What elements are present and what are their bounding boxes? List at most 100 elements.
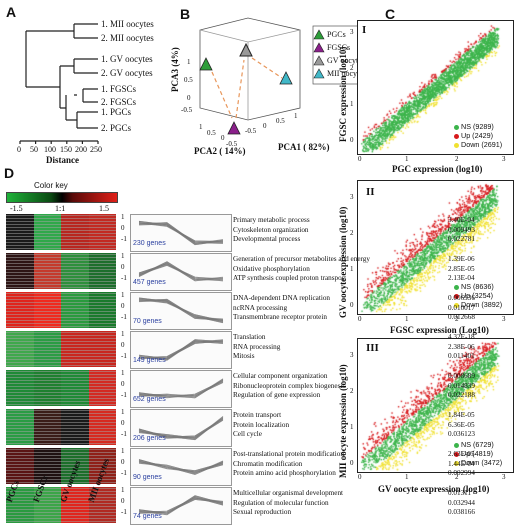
pca-legend-gv: GV oocytes: [327, 56, 365, 65]
go-pvalue: 0.006936: [448, 294, 475, 302]
heatmap-cell: [6, 370, 34, 406]
go-pvalue: 0.009493: [448, 225, 475, 234]
scatter-1-xtick-2: 2: [455, 155, 459, 163]
color-key-bar: [6, 192, 118, 203]
gene-count: 230 genes: [133, 240, 166, 247]
pca-marker-fgscs: [227, 121, 241, 135]
gene-count: 652 genes: [133, 396, 166, 403]
scatter-2-ytick-3: 3: [350, 193, 354, 201]
go-term: Protein transport: [233, 411, 282, 419]
go-term: Primary metabolic process: [233, 216, 310, 224]
scatter-2-xtick-2: 2: [455, 315, 459, 323]
go-pvalue: 0.008689: [448, 372, 475, 380]
profile-tick: 0: [121, 458, 125, 466]
pca-legend-pgcs: PGCs: [327, 30, 346, 39]
profile-tick: 1: [121, 486, 125, 494]
heatmap-cell: [61, 214, 89, 250]
gene-count: 74 genes: [133, 513, 162, 520]
profile-plot: [130, 409, 232, 447]
profile-tick: -1: [121, 508, 127, 516]
heatmap-cell: [6, 409, 34, 445]
go-term: Chromatin modification: [233, 459, 303, 468]
heatmap-row: [6, 214, 116, 250]
gene-count: 457 genes: [133, 279, 166, 286]
pca-marker-mii: [279, 71, 293, 85]
scatter-2-roman: II: [366, 186, 375, 198]
go-terms: Post-translational protein modification C…: [233, 450, 344, 479]
go-term: Protein amino acid phosphorylation: [233, 469, 336, 477]
profile-tick: -1: [121, 235, 127, 243]
go-pvalue: 6.36E-05: [448, 420, 475, 429]
go-term: Protein localization: [233, 420, 290, 429]
profile-tick: -1: [121, 430, 127, 438]
scatter-3-roman: III: [366, 342, 379, 354]
scatter-3-ytick-0: 0: [350, 459, 354, 467]
dendro-tick-0: 0: [17, 145, 21, 154]
go-terms: Generation of precursor metabolites and …: [233, 255, 370, 284]
go-pvalues: 0.008689 0.014839 0.022188: [448, 372, 475, 401]
heatmap-cell: [61, 253, 89, 289]
go-pvalue: 0.038166: [448, 508, 475, 516]
pca2-tick-1: 1: [199, 123, 203, 131]
pca3-tick-m05: -0.5: [181, 106, 193, 114]
scatter-3-xtick-2: 2: [455, 473, 459, 481]
go-terms: Primary metabolic process Cytoskeleton or…: [233, 216, 310, 245]
profile-plot: [130, 448, 232, 486]
profile-tick: 1: [121, 330, 125, 338]
go-pvalues: 1.84E-05 6.36E-05 0.036123: [448, 411, 475, 440]
profile-tick: -1: [121, 352, 127, 360]
go-term: ncRNA processing: [233, 303, 288, 312]
go-pvalue: 0.036123: [448, 430, 475, 438]
go-pvalue: 0.022188: [448, 391, 475, 399]
go-term: Multicellular organismal development: [233, 489, 344, 497]
go-term: Post-translational protein modification: [233, 450, 344, 458]
profile-tick: -1: [121, 469, 127, 477]
profile-tick: 0: [121, 224, 125, 232]
scatter-2-ytick-1: 1: [350, 265, 354, 273]
heatmap-cell: [33, 331, 61, 367]
pca-ylabel: PCA2 ( 14%): [194, 146, 246, 156]
go-pvalue: 0.032944: [448, 498, 475, 507]
go-pvalue: 0.022781: [448, 235, 475, 243]
dendro-leaf-8: 2. PGCs: [101, 123, 132, 133]
color-key-tick-high: 1.5: [99, 204, 109, 213]
profile-plot: [130, 292, 232, 330]
pca-zlabel: PCA3 (4%): [170, 47, 180, 92]
color-key-tick-mid: 1:1: [55, 204, 66, 213]
color-key-title: Color key: [34, 181, 68, 190]
go-pvalue: 1.84E-05: [448, 411, 475, 419]
scatter-3-legend: NS (6729) Up (4819) Down (3472): [454, 440, 502, 467]
dendro-tick-150: 150: [60, 145, 72, 154]
go-pvalue: 2.63E-05: [448, 450, 475, 458]
scatter-1-ylabel: FGSC expression (log10): [338, 46, 348, 142]
profile-tick: 0: [121, 341, 125, 349]
scatter-1-legend-ns: NS (9289): [461, 122, 494, 131]
go-pvalue: 0.012668: [448, 313, 475, 321]
go-term: Cellular component organization: [233, 372, 328, 380]
scatter-1-legend-down: Down (2691): [461, 140, 503, 149]
pca3-tick-1: 1: [187, 58, 191, 66]
heatmap-cell: [88, 409, 116, 445]
scatter-1-legend-up: Up (2429): [461, 131, 493, 140]
gene-count: 90 genes: [133, 474, 162, 481]
scatter-plot-1: [357, 20, 514, 155]
heatmap-cell: [6, 214, 34, 250]
go-pvalue: 2.38E-06: [448, 342, 475, 351]
scatter-3-legend-down: Down (3472): [461, 458, 503, 467]
pca1-tick-m05: -0.5: [245, 127, 257, 135]
go-pvalue: 0.011401: [448, 352, 475, 360]
profile-tick: 1: [121, 252, 125, 260]
pca1-tick-0: 0: [263, 122, 267, 130]
heatmap-cell: [61, 331, 89, 367]
profile-tick: 1: [121, 213, 125, 221]
go-term: Regulation of gene expression: [233, 391, 321, 399]
profile-tick: 0: [121, 419, 125, 427]
profile-tick: 0: [121, 380, 125, 388]
dendro-leaf-3: 1. GV oocytes: [101, 54, 153, 64]
go-term: Cell cycle: [233, 430, 262, 438]
scatter-2-legend-up: Up (3254): [461, 291, 493, 300]
color-key-tick-low: -1.5: [10, 204, 23, 213]
dendro-leaf-2: 2. MII oocytes: [101, 33, 154, 43]
dendro-leaf-4: 2. GV oocytes: [101, 68, 153, 78]
gene-count: 70 genes: [133, 318, 162, 325]
